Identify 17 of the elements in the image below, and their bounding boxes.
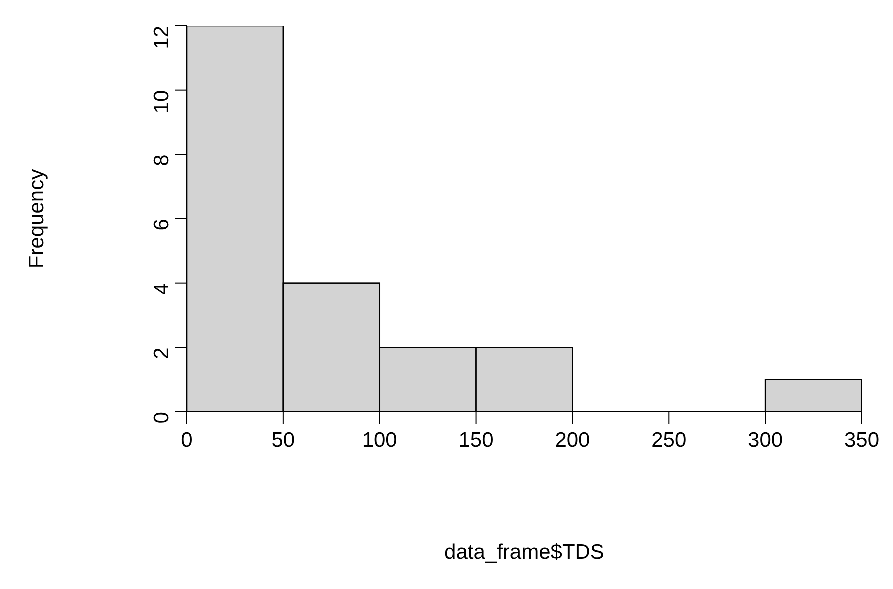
x-axis-title: data_frame$TDS bbox=[444, 541, 604, 564]
y-axis-title: Frequency bbox=[25, 168, 48, 269]
y-tick-label: 4 bbox=[150, 283, 174, 296]
x-tick-label: 50 bbox=[272, 428, 296, 452]
y-tick-label: 10 bbox=[150, 90, 174, 114]
x-tick-label: 200 bbox=[555, 428, 590, 452]
x-tick-label: 0 bbox=[181, 428, 193, 452]
x-tick-label: 250 bbox=[652, 428, 687, 452]
y-tick-label: 12 bbox=[150, 26, 174, 50]
x-tick-label: 300 bbox=[748, 428, 784, 452]
x-tick-label: 150 bbox=[458, 428, 494, 452]
y-tick-label: 6 bbox=[150, 219, 174, 231]
y-tick-label: 2 bbox=[150, 348, 174, 360]
y-tick-label: 8 bbox=[150, 154, 174, 166]
y-tick-label: 0 bbox=[150, 412, 174, 424]
x-tick-label: 350 bbox=[844, 428, 880, 452]
x-tick-label: 100 bbox=[362, 428, 398, 452]
